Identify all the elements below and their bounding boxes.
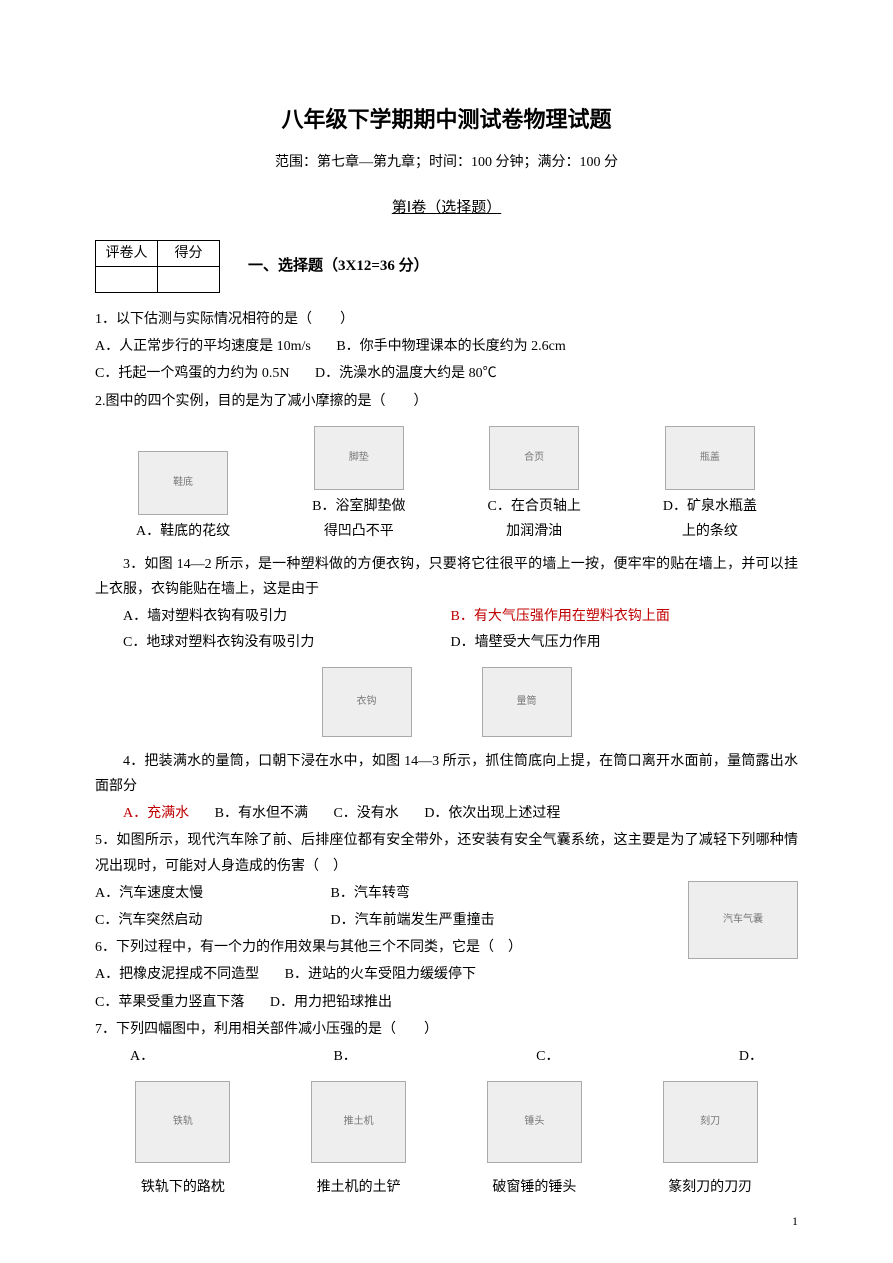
- page-title: 八年级下学期期中测试卷物理试题: [95, 100, 798, 140]
- q5-stem: 5．如图所示，现代汽车除了前、后排座位都有安全带外，还安装有安全气囊系统，这主要…: [95, 828, 798, 878]
- q7-ld: D．: [739, 1044, 763, 1069]
- q7-img-a: 铁轨: [135, 1081, 230, 1163]
- q4-options: A．充满水 B．有水但不满 C．没有水 D．依次出现上述过程: [95, 801, 798, 826]
- q7-images: 铁轨 推土机 锤头 刻刀: [95, 1081, 798, 1167]
- q6-d: D．用力把铅球推出: [270, 990, 392, 1015]
- q7-img-d: 刻刀: [663, 1081, 758, 1163]
- q1-c: C．托起一个鸡蛋的力约为 0.5N: [95, 361, 289, 386]
- q7-label-b: 推土机的土铲: [317, 1175, 401, 1200]
- q1-options-line2: C．托起一个鸡蛋的力约为 0.5N D．洗澡水的温度大约是 80℃: [95, 361, 798, 386]
- q2-label-c1: C．在合页轴上: [488, 494, 581, 519]
- q3-b: B．有大气压强作用在塑料衣钩上面: [451, 604, 775, 629]
- q1-b: B．你手中物理课本的长度约为 2.6cm: [336, 334, 565, 359]
- q5-d: D．汽车前端发生严重撞击: [331, 908, 495, 933]
- q2-img-b: 脚垫: [314, 426, 404, 490]
- subtitle: 范围：第七章—第九章；时间：100 分钟；满分：100 分: [95, 150, 798, 175]
- q5-img: 汽车气囊: [688, 881, 798, 959]
- q3-img-left-wrap: 衣钩: [322, 667, 412, 741]
- q7-label-a: 铁轨下的路枕: [141, 1175, 225, 1200]
- q5-block: 5．如图所示，现代汽车除了前、后排座位都有安全带外，还安装有安全气囊系统，这主要…: [95, 828, 798, 1016]
- q6-b: B．进站的火车受阻力缓缓停下: [285, 962, 476, 987]
- q4-b: B．有水但不满: [215, 801, 308, 826]
- q6-a: A．把橡皮泥捏成不同造型: [95, 962, 259, 987]
- q2-images: 鞋底 A．鞋底的花纹 脚垫 B．浴室脚垫做 得凹凸不平 合页 C．在合页轴上 加…: [95, 426, 798, 544]
- q5-c: C．汽车突然启动: [95, 908, 305, 933]
- q6-c: C．苹果受重力竖直下落: [95, 990, 244, 1015]
- q2-item-c: 合页 C．在合页轴上 加润滑油: [488, 426, 581, 544]
- section-heading: 一、选择题（3X12=36 分）: [248, 253, 429, 280]
- q2-label-c2: 加润滑油: [488, 519, 581, 544]
- score-table: 评卷人 得分: [95, 240, 220, 293]
- part-title: 第Ⅰ卷（选择题）: [95, 195, 798, 222]
- q2-img-d: 瓶盖: [665, 426, 755, 490]
- q2-stem: 2.图中的四个实例，目的是为了减小摩擦的是（ ）: [95, 389, 798, 414]
- q1-d: D．洗澡水的温度大约是 80℃: [315, 361, 497, 386]
- score-h1: 评卷人: [96, 240, 158, 266]
- q7-label-c: 破窗锤的锤头: [492, 1175, 576, 1200]
- q2-label-d2: 上的条纹: [663, 519, 757, 544]
- q2-label-a: A．鞋底的花纹: [136, 519, 230, 544]
- q7-letters: A． B． C． D．: [95, 1044, 798, 1069]
- q2-label-b2: 得凹凸不平: [312, 519, 405, 544]
- q2-img-a: 鞋底: [138, 451, 228, 515]
- q3-stem: 3．如图 14—2 所示，是一种塑料做的方便衣钩，只要将它往很平的墙上一按，便牢…: [95, 552, 798, 602]
- q7-lb: B．: [333, 1044, 356, 1069]
- q3-img-right: 量筒: [482, 667, 572, 737]
- q2-label-b1: B．浴室脚垫做: [312, 494, 405, 519]
- q3-images: 衣钩 量筒: [95, 667, 798, 741]
- q7-stem: 7．下列四幅图中，利用相关部件减小压强的是（ ）: [95, 1017, 798, 1042]
- q3-options-2: C．地球对塑料衣钩没有吸引力 D．墙壁受大气压力作用: [95, 630, 798, 655]
- q1-a: A．人正常步行的平均速度是 10m/s: [95, 334, 311, 359]
- page-number: 1: [792, 1211, 798, 1233]
- q1-options-line1: A．人正常步行的平均速度是 10m/s B．你手中物理课本的长度约为 2.6cm: [95, 334, 798, 359]
- q2-item-b: 脚垫 B．浴室脚垫做 得凹凸不平: [312, 426, 405, 544]
- q2-img-c: 合页: [489, 426, 579, 490]
- q4-stem: 4．把装满水的量筒，口朝下浸在水中，如图 14—3 所示，抓住筒底向上提，在筒口…: [95, 749, 798, 799]
- q5-b: B．汽车转弯: [331, 881, 410, 906]
- q4-d: D．依次出现上述过程: [424, 801, 560, 826]
- q7-img-c: 锤头: [487, 1081, 582, 1163]
- q3-c: C．地球对塑料衣钩没有吸引力: [123, 630, 447, 655]
- q2-label-d1: D．矿泉水瓶盖: [663, 494, 757, 519]
- q6-options-1: A．把橡皮泥捏成不同造型 B．进站的火车受阻力缓缓停下: [95, 962, 798, 987]
- score-cell-1: [96, 266, 158, 292]
- q4-c: C．没有水: [333, 801, 398, 826]
- score-cell-2: [158, 266, 220, 292]
- q7-lc: C．: [536, 1044, 559, 1069]
- q3-options-1: A．墙对塑料衣钩有吸引力 B．有大气压强作用在塑料衣钩上面: [95, 604, 798, 629]
- q4-a: A．充满水: [123, 801, 189, 826]
- score-heading-row: 评卷人 得分 一、选择题（3X12=36 分）: [95, 240, 798, 293]
- score-h2: 得分: [158, 240, 220, 266]
- q3-img-right-wrap: 量筒: [482, 667, 572, 741]
- q2-item-a: 鞋底 A．鞋底的花纹: [136, 451, 230, 544]
- q7-la: A．: [130, 1044, 154, 1069]
- q5-a: A．汽车速度太慢: [95, 881, 305, 906]
- q7-img-b: 推土机: [311, 1081, 406, 1163]
- q3-a: A．墙对塑料衣钩有吸引力: [123, 604, 447, 629]
- q3-img-left: 衣钩: [322, 667, 412, 737]
- q1-stem: 1．以下估测与实际情况相符的是（ ）: [95, 307, 798, 332]
- q7-label-d: 篆刻刀的刀刃: [668, 1175, 752, 1200]
- q7-labels: 铁轨下的路枕 推土机的土铲 破窗锤的锤头 篆刻刀的刀刃: [95, 1175, 798, 1200]
- q3-d: D．墙壁受大气压力作用: [451, 630, 775, 655]
- q2-item-d: 瓶盖 D．矿泉水瓶盖 上的条纹: [663, 426, 757, 544]
- q6-options-2: C．苹果受重力竖直下落 D．用力把铅球推出: [95, 990, 798, 1015]
